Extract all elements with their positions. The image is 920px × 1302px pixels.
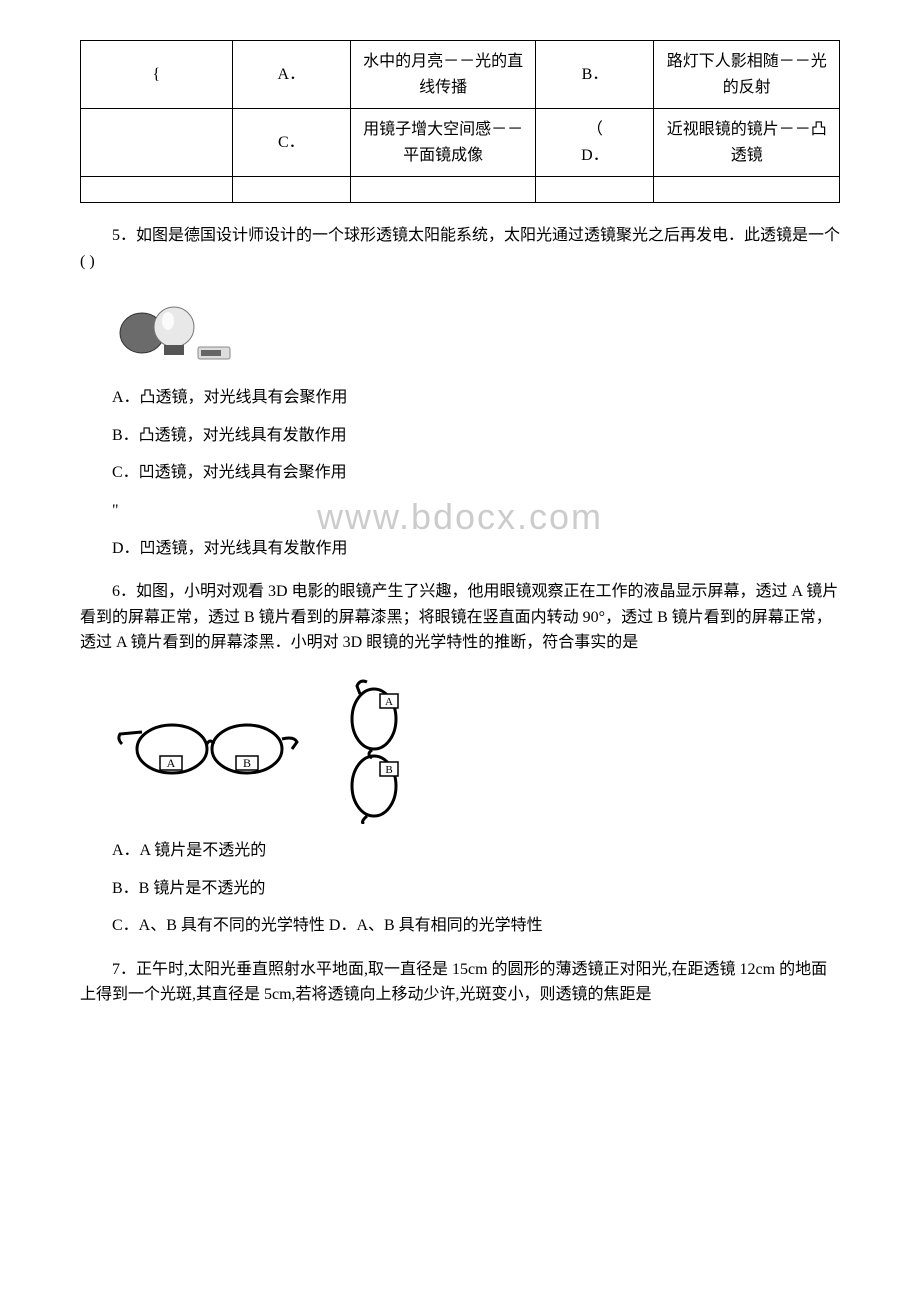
question-7-text: 7．正午时,太阳光垂直照射水平地面,取一直径是 15cm 的圆形的薄透镜正对阳光… (80, 957, 840, 1008)
glasses-image: A B A B (112, 674, 840, 824)
option-c: C．凹透镜，对光线具有会聚作用 (112, 460, 840, 486)
table-row (81, 177, 840, 203)
cell (81, 177, 233, 203)
options-table: { A． 水中的月亮－－光的直线传播 B． 路灯下人影相随－－光的反射 C． 用… (80, 40, 840, 203)
cell (81, 109, 233, 177)
cell: 路灯下人影相随－－光的反射 (654, 41, 840, 109)
option-a: A．凸透镜，对光线具有会聚作用 (112, 385, 840, 411)
cell (654, 177, 840, 203)
label-b: B (243, 756, 251, 770)
cell: { (81, 41, 233, 109)
q6-option-cd: C．A、B 具有不同的光学特性 D．A、B 具有相同的光学特性 (112, 913, 840, 939)
cell: （ D． (536, 109, 654, 177)
cell: B． (536, 41, 654, 109)
svg-text:A: A (385, 696, 393, 708)
label-a: A (167, 756, 176, 770)
cell: 用镜子增大空间感－－平面镜成像 (350, 109, 536, 177)
option-b: B．凸透镜，对光线具有发散作用 (112, 423, 840, 449)
cell: 近视眼镜的镜片－－凸透镜 (654, 109, 840, 177)
question-6-text: 6．如图，小明对观看 3D 电影的眼镜产生了兴趣，他用眼镜观察正在工作的液晶显示… (80, 579, 840, 656)
option-d: D．凹透镜，对光线具有发散作用 (112, 536, 840, 562)
cell (350, 177, 536, 203)
q6-option-b: B．B 镜片是不透光的 (112, 876, 840, 902)
table-row: C． 用镜子增大空间感－－平面镜成像 （ D． 近视眼镜的镜片－－凸透镜 (81, 109, 840, 177)
cell (536, 177, 654, 203)
q6-option-a: A．A 镜片是不透光的 (112, 838, 840, 864)
cell (232, 177, 350, 203)
cell: C． (232, 109, 350, 177)
cell: A． (232, 41, 350, 109)
cell: 水中的月亮－－光的直线传播 (350, 41, 536, 109)
svg-text:B: B (385, 764, 392, 776)
lens-ball-image (112, 293, 840, 372)
table-row: { A． 水中的月亮－－光的直线传播 B． 路灯下人影相随－－光的反射 (81, 41, 840, 109)
question-5-text: 5．如图是德国设计师设计的一个球形透镜太阳能系统，太阳光通过透镜聚光之后再发电．… (80, 223, 840, 274)
